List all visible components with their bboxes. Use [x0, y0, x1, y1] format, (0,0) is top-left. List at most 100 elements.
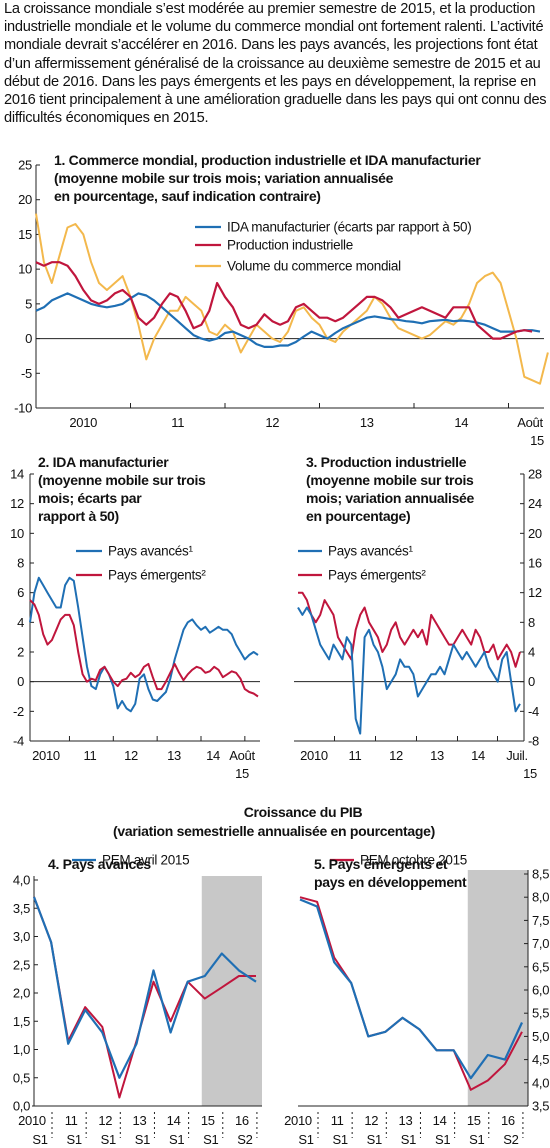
chart5-tick-label: 5,0	[532, 1029, 549, 1044]
chart2-tick-label: 8	[17, 556, 24, 571]
chart2-tick-label: 4	[17, 615, 24, 630]
chart1-title-line-2: (moyenne mobile sur trois mois; variatio…	[54, 170, 394, 186]
chart5-tick-label: 7,0	[532, 936, 549, 951]
chart2-tick-label: 10	[10, 526, 24, 541]
chart5-title-line-2: pays en développement	[314, 874, 467, 890]
chart2-series-emergents	[29, 599, 259, 698]
chart3-tick-label: -8	[528, 734, 539, 749]
chart1-tick-label: -5	[21, 366, 32, 381]
chart4-x-label-half: S1	[203, 1132, 218, 1147]
chart5-x-label-half: S1	[435, 1132, 450, 1147]
chart4-x-label-year: 16	[235, 1113, 249, 1128]
chart3-series-avances	[297, 606, 521, 735]
chart4-x-label-year: 14	[167, 1113, 181, 1128]
chart3-tick-label: 12	[528, 585, 542, 600]
chart4-x-label-half: S1	[66, 1132, 81, 1147]
chart1-x-label: 2010	[69, 415, 97, 430]
chart4-tick-label: 4,0	[13, 873, 30, 888]
chart5-tick-label: 8,5	[532, 867, 549, 882]
chart1-title-line-1: 1. Commerce mondial, production industri…	[54, 152, 481, 168]
chart2-tick-label: 6	[17, 585, 24, 600]
chart1-legend-ida-label: IDA manufacturier (écarts par rapport à …	[227, 220, 471, 235]
chart4-x-label-half: S1	[169, 1132, 184, 1147]
chart4-title-line-1: 4. Pays avancés	[48, 856, 151, 872]
chart3-title-line-4: en pourcentage)	[306, 508, 410, 524]
chart2-x-label: Août	[229, 748, 255, 763]
chart4-x-label-half: S2	[237, 1132, 252, 1147]
chart5-x-label-year: 14	[433, 1113, 447, 1128]
chart3-series-emergents	[298, 591, 521, 668]
chart3-legend-emergents-label: Pays émergents²	[328, 568, 426, 583]
chart2-legend-emergents-label: Pays émergents²	[108, 568, 206, 583]
chart1-series-ida	[35, 292, 541, 348]
chart4-tick-label: 0,5	[13, 1070, 30, 1085]
chart1-x-label: Août	[517, 415, 543, 430]
chart5-x-label-half: S1	[469, 1132, 484, 1147]
chart3-x-label: 13	[430, 748, 444, 763]
chart1-legend-commerce-label: Volume du commerce mondial	[227, 259, 401, 274]
chart5-x-label-year: 11	[331, 1113, 344, 1128]
chart1-tick-label: 5	[25, 296, 32, 311]
chart2-x-label: 14	[206, 748, 220, 763]
chart2-series-avances	[29, 576, 259, 713]
chart5-tick-label: 5,5	[532, 1006, 549, 1021]
chart1-series-production	[35, 261, 533, 340]
chart2-x-label: 13	[167, 748, 181, 763]
chart2-title-line-4: rapport à 50)	[38, 508, 119, 524]
chart5-tick-label: 8,0	[532, 890, 549, 905]
chart5-tick-label: 3,5	[532, 1099, 549, 1114]
chart1-series-commerce	[35, 213, 549, 385]
chart4-tick-label: 3,0	[13, 929, 30, 944]
chart3-tick-label: 4	[528, 645, 535, 660]
intro-paragraph: La croissance mondiale s’est modérée au …	[4, 1, 547, 127]
chart5-x-label-year: 13	[399, 1113, 413, 1128]
chart4-x-label-half: S1	[101, 1132, 116, 1147]
chart1-tick-label: 20	[18, 192, 32, 207]
chart3-x-label: 11	[349, 748, 362, 763]
chart1-x-label: 14	[454, 415, 468, 430]
chart2-tick-label: 0	[17, 674, 24, 689]
chart3-x-label: Juil.	[506, 748, 528, 763]
chart4-tick-label: 1,5	[13, 1014, 30, 1029]
chart5-x-label-half: S1	[367, 1132, 382, 1147]
chart2-tick-label: 2	[17, 645, 24, 660]
chart3-x-label: 14	[471, 748, 485, 763]
chart5-x-label-half: S1	[298, 1132, 313, 1147]
chart5-tick-label: 4,0	[532, 1075, 549, 1090]
chart3-tick-label: 20	[528, 526, 542, 541]
chart3-tick-label: 28	[528, 467, 542, 482]
chart5-tick-label: 4,5	[532, 1052, 549, 1067]
chart2-title-line-1: 2. IDA manufacturier	[38, 454, 169, 470]
chart3-tick-label: -4	[528, 704, 539, 719]
chart2-legend-avances-label: Pays avancés¹	[108, 544, 193, 559]
chart2-x-label-tail: 15	[235, 766, 249, 781]
chart1-title-line-3: en pourcentage, sauf indication contrair…	[54, 188, 321, 204]
chart2-title-line-3: mois; écarts par	[38, 490, 142, 506]
chart1-x-label: 13	[360, 415, 374, 430]
chart5-projection-shade	[467, 870, 528, 1106]
chart2-tick-label: -2	[13, 704, 24, 719]
chart3-legend-avances-label: Pays avancés¹	[328, 544, 413, 559]
chart2-x-label: 11	[84, 748, 97, 763]
chart5-series-avril	[299, 898, 523, 1080]
chart3-tick-label: 0	[528, 674, 535, 689]
chart4-x-label-year: 13	[133, 1113, 147, 1128]
chart3-x-label: 12	[389, 748, 403, 763]
chart4-x-label-year: 15	[201, 1113, 215, 1128]
chart3-tick-label: 8	[528, 615, 535, 630]
chart4-projection-shade	[201, 876, 262, 1106]
chart3-x-label-tail: 15	[523, 766, 537, 781]
chart3-title-line-1: 3. Production industrielle	[306, 454, 467, 470]
chart5-tick-label: 6,5	[532, 959, 549, 974]
gdp-legend-octobre-label: PEM octobre 2015	[360, 853, 467, 868]
chart5-x-label-year: 15	[467, 1113, 481, 1128]
chart4-series-avril	[32, 896, 257, 1079]
chart1-legend-production-label: Production industrielle	[227, 238, 353, 253]
gdp-legend-avril-label: PEM avril 2015	[102, 853, 189, 868]
chart3-x-label: 2010	[300, 748, 328, 763]
chart5-x-label-year: 12	[364, 1113, 378, 1128]
chart1-tick-label: 25	[18, 158, 32, 173]
chart4-x-label-half: S1	[135, 1132, 150, 1147]
chart3-title-line-2: (moyenne mobile sur trois	[306, 472, 474, 488]
